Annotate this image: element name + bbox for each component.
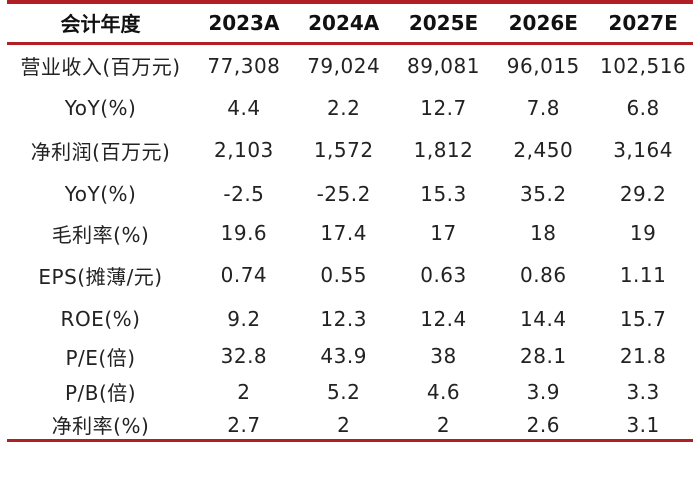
cell-gross-margin-2023a: 19.6: [220, 221, 268, 245]
row-label-revenue-yoy: YoY(%): [64, 95, 137, 120]
cell-revenue-2026e: 96,015: [506, 53, 580, 78]
cell-net-margin-2026e: 2.6: [526, 412, 560, 437]
header-2027e: 2027E: [608, 10, 678, 35]
cell-revenue-2027e: 102,516: [599, 53, 687, 78]
row-label-gross-margin: 毛利率(%): [51, 222, 150, 247]
header-2026e: 2026E: [508, 10, 578, 35]
row-label-pe: P/E(倍): [65, 345, 136, 370]
cell-eps-2026e: 0.86: [520, 263, 567, 287]
cell-gross-margin-2025e: 17: [430, 221, 457, 245]
cell-net-profit-yoy-2023a: -2.5: [223, 181, 265, 206]
cell-net-profit-2024a: 1,572: [313, 138, 374, 162]
row-label-net-profit: 净利润(百万元): [30, 139, 171, 164]
row-label-pb: P/B(倍): [64, 381, 137, 405]
cell-gross-margin-2026e: 18: [530, 221, 557, 245]
row-label-revenue: 营业收入(百万元): [20, 55, 181, 80]
cell-eps-2024a: 0.55: [320, 263, 367, 287]
cell-net-margin-2024a: 2: [337, 412, 351, 437]
cell-net-profit-yoy-2027e: 29.2: [619, 181, 667, 206]
row-label-net-profit-yoy: YoY(%): [64, 181, 137, 206]
table-row-net-profit-yoy: YoY(%) -2.5 -25.2 15.3 35.2 29.2: [7, 172, 693, 215]
cell-gross-margin-2024a: 17.4: [320, 221, 367, 245]
cell-revenue-yoy-2025e: 12.7: [420, 95, 467, 120]
cell-net-margin-2025e: 2: [436, 412, 451, 437]
cell-revenue-2025e: 89,081: [407, 53, 480, 78]
cell-net-profit-2023a: 2,103: [214, 138, 274, 162]
table-row-revenue-yoy: YoY(%) 4.4 2.2 12.7 7.8 6.8: [7, 87, 693, 128]
table-row-gross-margin: 毛利率(%) 19.6 17.4 17 18 19: [7, 215, 693, 251]
cell-revenue-yoy-2027e: 6.8: [626, 95, 660, 120]
cell-roe-2025e: 12.4: [420, 307, 467, 331]
cell-net-profit-2026e: 2,450: [513, 138, 574, 162]
table-row-net-margin: 净利率(%) 2.7 2 2 2.6 3.1: [7, 410, 693, 441]
cell-roe-2027e: 15.7: [619, 307, 667, 331]
cell-eps-2025e: 0.63: [420, 263, 467, 287]
cell-net-margin-2023a: 2.7: [227, 412, 261, 437]
financial-forecast-table-container: 会计年度 2023A 2024A 2025E 2026E 2027E 营业收入(…: [7, 0, 693, 442]
table-row-pe: P/E(倍) 32.8 43.9 38 28.1 21.8: [7, 339, 693, 373]
cell-net-profit-2025e: 1,812: [413, 138, 474, 162]
table-row-net-profit: 净利润(百万元) 2,103 1,572 1,812 2,450 3,164: [7, 128, 693, 172]
cell-net-profit-yoy-2025e: 15.3: [420, 181, 467, 206]
cell-pb-2026e: 3.9: [526, 379, 560, 404]
cell-eps-2027e: 1.11: [619, 263, 667, 287]
cell-pb-2027e: 3.3: [626, 379, 660, 404]
table-row-eps: EPS(摊薄/元) 0.74 0.55 0.63 0.86 1.11: [7, 251, 693, 299]
cell-revenue-yoy-2026e: 7.8: [526, 95, 560, 120]
table-row-pb: P/B(倍) 2 5.2 4.6 3.9 3.3: [7, 373, 693, 410]
header-2025e: 2025E: [408, 10, 479, 35]
table-body: 营业收入(百万元) 77,308 79,024 89,081 96,015 102,516…: [7, 43, 693, 441]
cell-pe-2026e: 28.1: [520, 344, 567, 368]
cell-revenue-2024a: 79,024: [307, 53, 381, 78]
table-row-roe: ROE(%) 9.2 12.3 12.4 14.4 15.7: [7, 299, 693, 339]
row-label-eps: EPS(摊薄/元): [38, 264, 163, 289]
cell-pb-2024a: 5.2: [327, 379, 361, 404]
cell-net-profit-yoy-2024a: -25.2: [316, 181, 371, 206]
cell-pe-2024a: 43.9: [320, 344, 367, 368]
header-fiscal-year: 会计年度: [60, 12, 141, 37]
cell-roe-2024a: 12.3: [320, 307, 367, 331]
cell-revenue-yoy-2024a: 2.2: [327, 95, 361, 120]
cell-gross-margin-2027e: 19: [629, 221, 657, 245]
row-label-roe: ROE(%): [60, 307, 141, 331]
financial-forecast-table: 会计年度 2023A 2024A 2025E 2026E 2027E 营业收入(…: [7, 0, 693, 442]
header-2023a: 2023A: [208, 10, 280, 35]
cell-pb-2023a: 2: [237, 379, 251, 404]
table-row-revenue: 营业收入(百万元) 77,308 79,024 89,081 96,015 102,516: [7, 43, 693, 87]
cell-net-profit-yoy-2026e: 35.2: [520, 181, 567, 206]
cell-eps-2023a: 0.74: [220, 263, 268, 287]
cell-roe-2026e: 14.4: [520, 307, 567, 331]
cell-roe-2023a: 9.2: [227, 307, 261, 331]
table-header-row: 会计年度 2023A 2024A 2025E 2026E 2027E: [7, 2, 693, 43]
cell-revenue-2023a: 77,308: [207, 53, 281, 78]
cell-net-margin-2027e: 3.1: [626, 412, 660, 437]
cell-pe-2027e: 21.8: [619, 344, 667, 368]
cell-pb-2025e: 4.6: [426, 379, 461, 404]
cell-pe-2025e: 38: [430, 344, 457, 368]
cell-revenue-yoy-2023a: 4.4: [227, 95, 261, 120]
row-label-net-margin: 净利率(%): [51, 414, 150, 438]
cell-net-profit-2027e: 3,164: [613, 138, 673, 162]
cell-pe-2023a: 32.8: [220, 344, 268, 368]
header-2024a: 2024A: [308, 10, 380, 35]
